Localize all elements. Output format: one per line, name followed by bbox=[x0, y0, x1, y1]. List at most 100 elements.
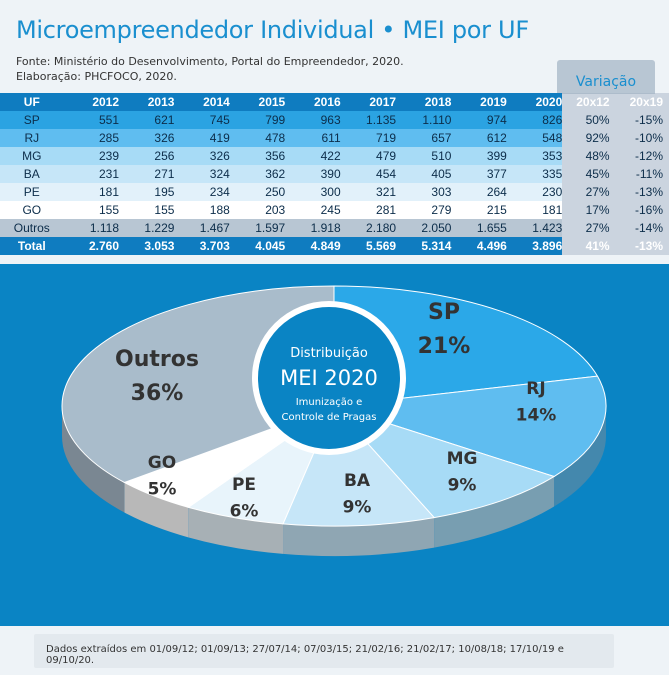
col-header: 2020 bbox=[506, 93, 563, 111]
total-cell: 5.569 bbox=[340, 237, 397, 255]
value-cell: 657 bbox=[396, 129, 452, 147]
value-cell: 2.180 bbox=[340, 219, 397, 237]
value-cell: 285 bbox=[63, 129, 120, 147]
value-cell: 399 bbox=[451, 147, 507, 165]
value-cell: 155 bbox=[63, 201, 120, 219]
value-cell: 353 bbox=[506, 147, 563, 165]
col-header: 20x19 bbox=[615, 93, 669, 111]
value-cell: 250 bbox=[229, 183, 286, 201]
slice-name: PE bbox=[232, 475, 256, 495]
value-cell: -16% bbox=[615, 201, 669, 219]
pie-chart: SP 21% RJ 14% MG 9% BA 9% PE 6% GO 5% Outros 36% Distr… bbox=[61, 285, 607, 556]
pie-side-outros bbox=[62, 406, 125, 513]
uf-cell: BA bbox=[0, 165, 64, 183]
data-table: UF 2012 2013 2014 2015 2016 2017 2018 20… bbox=[0, 93, 669, 255]
source-note: Fonte: Ministério do Desenvolvimento, Po… bbox=[16, 54, 404, 84]
value-cell: 548 bbox=[506, 129, 563, 147]
credit-line: Elaboração: PHCFOCO, 2020. bbox=[16, 70, 177, 83]
uf-cell: MG bbox=[0, 147, 64, 165]
value-cell: 264 bbox=[451, 183, 507, 201]
value-cell: 1.423 bbox=[506, 219, 563, 237]
value-cell: 245 bbox=[285, 201, 341, 219]
slice-name: GO bbox=[148, 453, 176, 473]
slice-label-outros: Outros 36% bbox=[115, 347, 199, 406]
value-cell: 745 bbox=[174, 111, 230, 129]
value-cell: 92% bbox=[562, 129, 616, 147]
value-cell: 826 bbox=[506, 111, 563, 129]
slice-name: MG bbox=[447, 449, 478, 469]
total-cell: 5.314 bbox=[396, 237, 452, 255]
slice-percent: 36% bbox=[131, 381, 184, 406]
slice-percent: 14% bbox=[516, 405, 557, 425]
value-cell: 181 bbox=[63, 183, 120, 201]
value-cell: 324 bbox=[174, 165, 230, 183]
slice-label-mg: MG 9% bbox=[447, 449, 478, 495]
value-cell: 405 bbox=[396, 165, 452, 183]
value-cell: 50% bbox=[562, 111, 616, 129]
total-label: Total bbox=[0, 237, 64, 255]
col-header: 2016 bbox=[285, 93, 341, 111]
value-cell: 27% bbox=[562, 219, 616, 237]
uf-cell: Outros bbox=[0, 219, 64, 237]
value-cell: 234 bbox=[174, 183, 230, 201]
col-header: 2019 bbox=[451, 93, 507, 111]
uf-cell: PE bbox=[0, 183, 64, 201]
table-row: Outros 1.118 1.229 1.467 1.597 1.918 2.180 2.05… bbox=[0, 219, 669, 237]
col-header: UF bbox=[0, 93, 64, 111]
value-cell: -13% bbox=[615, 183, 669, 201]
pie-sides bbox=[62, 406, 606, 556]
col-header: 2014 bbox=[174, 93, 230, 111]
col-header: 2018 bbox=[396, 93, 452, 111]
value-cell: 479 bbox=[340, 147, 397, 165]
footer-note: Dados extraídos em 01/09/12; 01/09/13; 2… bbox=[34, 634, 614, 668]
value-cell: 612 bbox=[451, 129, 507, 147]
value-cell: 230 bbox=[506, 183, 563, 201]
center-circle bbox=[252, 301, 406, 455]
value-cell: 2.050 bbox=[396, 219, 452, 237]
table-row: SP 551 621 745 799 963 1.135 1.110 974 826 50% -15% bbox=[0, 111, 669, 129]
center-badge: Distribuição MEI 2020 Imunização e Controle… bbox=[252, 301, 406, 455]
source-line: Fonte: Ministério do Desenvolvimento, Po… bbox=[16, 55, 404, 68]
value-cell: 303 bbox=[396, 183, 452, 201]
total-cell: 4.496 bbox=[451, 237, 507, 255]
value-cell: 356 bbox=[229, 147, 286, 165]
table-row: PE 181 195 234 250 300 321 303 264 230 27% -13% bbox=[0, 183, 669, 201]
slice-label-go: GO 5% bbox=[148, 453, 177, 499]
table-row: BA 231 271 324 362 390 454 405 377 335 45% -11% bbox=[0, 165, 669, 183]
total-cell: 2.760 bbox=[63, 237, 120, 255]
center-line3: Imunização e bbox=[296, 397, 363, 408]
total-row: Total 2.760 3.053 3.703 4.045 4.849 5.569 5.314… bbox=[0, 237, 669, 255]
uf-cell: SP bbox=[0, 111, 64, 129]
value-cell: 719 bbox=[340, 129, 397, 147]
value-cell: 1.467 bbox=[174, 219, 230, 237]
slice-percent: 5% bbox=[148, 479, 177, 499]
value-cell: 256 bbox=[119, 147, 175, 165]
slice-label-ba: BA 9% bbox=[343, 471, 372, 517]
pie-side-pe bbox=[188, 507, 284, 554]
col-header: 2012 bbox=[63, 93, 120, 111]
col-header: 2015 bbox=[229, 93, 286, 111]
value-cell: 45% bbox=[562, 165, 616, 183]
value-cell: 203 bbox=[229, 201, 286, 219]
col-header: 2017 bbox=[340, 93, 397, 111]
value-cell: 974 bbox=[451, 111, 507, 129]
value-cell: -14% bbox=[615, 219, 669, 237]
value-cell: 181 bbox=[506, 201, 563, 219]
slice-name: BA bbox=[344, 471, 371, 491]
value-cell: 621 bbox=[119, 111, 175, 129]
pie-side-rj bbox=[554, 406, 606, 507]
value-cell: 422 bbox=[285, 147, 341, 165]
value-cell: 48% bbox=[562, 147, 616, 165]
value-cell: 1.597 bbox=[229, 219, 286, 237]
total-cell: 4.849 bbox=[285, 237, 341, 255]
value-cell: -12% bbox=[615, 147, 669, 165]
value-cell: 17% bbox=[562, 201, 616, 219]
slice-label-sp: SP 21% bbox=[418, 300, 471, 359]
value-cell: 215 bbox=[451, 201, 507, 219]
table-row: RJ 285 326 419 478 611 719 657 612 548 92% -10% bbox=[0, 129, 669, 147]
page-title: Microempreendedor Individual • MEI por U… bbox=[16, 16, 529, 44]
value-cell: 279 bbox=[396, 201, 452, 219]
pie-side-ba bbox=[283, 517, 435, 556]
slice-percent: 9% bbox=[343, 497, 372, 517]
